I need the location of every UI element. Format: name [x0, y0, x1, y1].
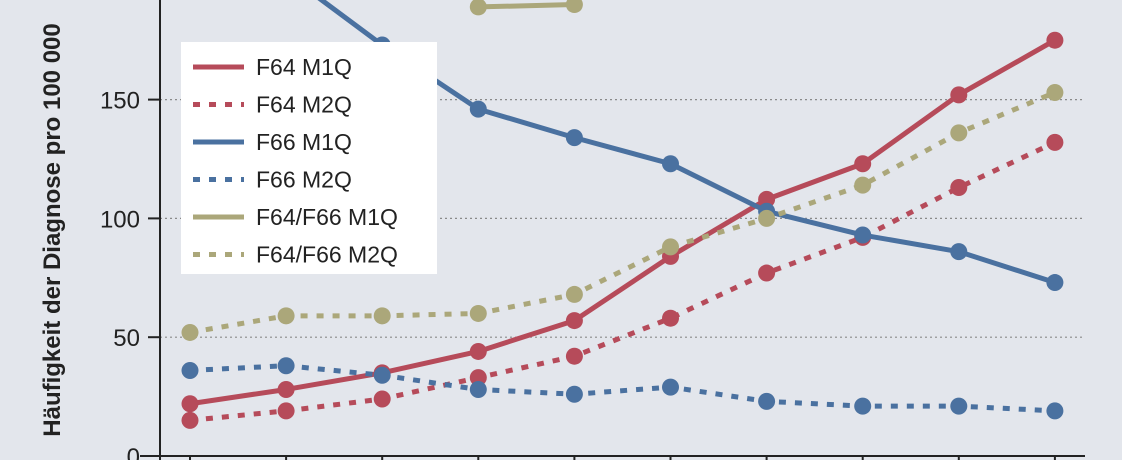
series-line	[317, 0, 1056, 285]
data-point	[469, 100, 487, 118]
series-4	[469, 0, 583, 16]
y-tick-label: 50	[113, 325, 140, 352]
data-point	[373, 390, 391, 408]
series-line	[189, 38, 1057, 407]
axes: 0 50 100 150	[100, 0, 1085, 460]
data-point	[758, 392, 776, 410]
data-point	[1046, 31, 1064, 49]
data-point	[950, 86, 968, 104]
data-point	[277, 307, 295, 325]
data-point	[950, 243, 968, 261]
data-point	[854, 397, 872, 415]
series-line	[189, 140, 1056, 423]
legend-label: F64/F66 M2Q	[256, 242, 398, 268]
data-point	[854, 226, 872, 244]
data-point	[1046, 133, 1064, 151]
series-3	[181, 357, 1064, 420]
data-point	[950, 397, 968, 415]
data-point	[758, 190, 776, 208]
data-point	[854, 155, 872, 173]
data-point	[373, 307, 391, 325]
legend-label: F64 M1Q	[256, 54, 352, 80]
data-point	[277, 357, 295, 375]
data-point	[662, 238, 679, 256]
data-point	[758, 264, 776, 282]
data-point	[277, 380, 295, 398]
data-point	[1046, 83, 1064, 101]
y-axis-label: Häufigkeit der Diagnose pro 100 000	[39, 23, 66, 436]
data-point	[854, 176, 872, 194]
legend-label: F64/F66 M1Q	[256, 204, 398, 230]
data-point	[469, 369, 487, 387]
data-point	[181, 323, 199, 341]
y-tick-label: 150	[100, 88, 140, 115]
legend-label: F64 M2Q	[256, 92, 352, 118]
y-tick-label: 100	[100, 206, 140, 233]
y-tick-label: 0	[127, 444, 140, 460]
data-point	[565, 347, 583, 365]
data-point	[277, 402, 295, 420]
series-line	[189, 90, 1056, 335]
grid-lines	[160, 98, 1085, 338]
legend-label: F66 M2Q	[256, 167, 352, 193]
data-point	[662, 309, 679, 327]
series-1	[181, 133, 1064, 429]
series-0	[181, 31, 1064, 413]
series-layer	[181, 0, 1064, 429]
data-point	[565, 312, 583, 330]
data-point	[181, 361, 199, 379]
data-point	[565, 0, 583, 14]
data-point	[565, 285, 583, 303]
series-5	[181, 83, 1064, 341]
data-point	[1046, 274, 1064, 292]
data-point	[950, 124, 968, 142]
series-line	[478, 2, 575, 10]
data-point	[565, 129, 583, 147]
data-point	[181, 395, 199, 413]
data-point	[373, 366, 391, 384]
data-point	[469, 304, 487, 322]
data-point	[662, 378, 679, 396]
data-point	[565, 385, 583, 403]
legend-label: F66 M1Q	[256, 129, 352, 155]
legend: F64 M1Q F64 M2Q F66 M1Q F66 M2Q F64/F66 M1Q F…	[181, 42, 437, 274]
data-point	[469, 0, 487, 16]
series-line	[189, 363, 1056, 414]
legend-box	[181, 42, 437, 274]
data-point	[758, 209, 776, 227]
data-point	[1046, 402, 1064, 420]
data-point	[469, 342, 487, 360]
data-point	[469, 380, 487, 398]
data-point	[950, 179, 968, 197]
data-point	[662, 155, 679, 173]
data-point	[181, 411, 199, 429]
